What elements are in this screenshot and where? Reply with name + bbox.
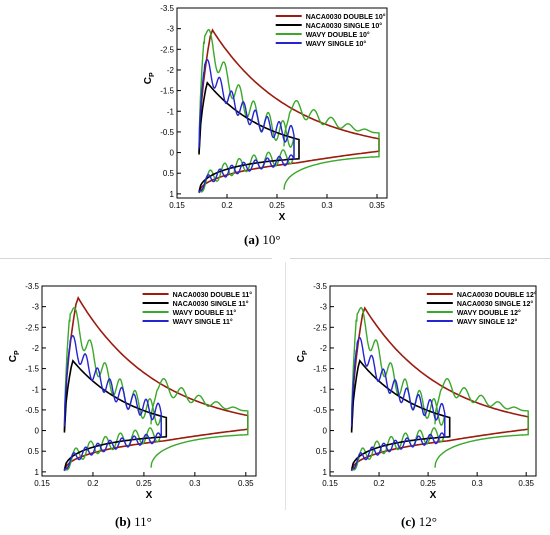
series-naca0030-double	[350, 306, 529, 472]
series-naca0030-single	[198, 81, 300, 192]
y-tick-label: 0.5	[316, 447, 328, 456]
y-tick-label: 1	[35, 468, 40, 477]
y-tick-label: -2.5	[160, 45, 174, 54]
y-tick-label: -1.5	[160, 87, 174, 96]
y-tick-label: -0.5	[25, 406, 39, 415]
y-tick-label: 0	[170, 149, 175, 158]
y-axis-label: CP	[296, 350, 309, 362]
x-tick-label: 0.25	[269, 201, 285, 210]
series-wavy-single	[63, 334, 162, 471]
x-axis-label: X	[146, 490, 153, 498]
legend-label: WAVY DOUBLE 10°	[306, 31, 370, 39]
y-tick-label: 0.5	[163, 169, 175, 178]
x-tick-label: 0.35	[369, 201, 385, 210]
series-naca0030-single	[350, 359, 451, 470]
x-tick-label: 0.15	[169, 201, 185, 210]
y-tick-label: -2	[32, 344, 40, 353]
series-wavy-double-flap	[434, 377, 529, 468]
series-naca0030-double	[198, 28, 380, 194]
plot-frame	[329, 285, 537, 477]
legend-label: WAVY SINGLE 10°	[306, 40, 367, 48]
series-wavy-single	[198, 58, 295, 193]
y-tick-label: -1.5	[313, 365, 327, 374]
legend-label: WAVY DOUBLE 11°	[173, 309, 237, 317]
y-tick-label: -0.5	[160, 128, 174, 137]
x-tick-label: 0.15	[34, 479, 50, 488]
divider-right	[290, 258, 550, 259]
y-tick-label: -1	[320, 385, 328, 394]
y-tick-label: 1	[323, 468, 328, 477]
y-tick-label: -2.5	[313, 323, 327, 332]
y-tick-label: -3.5	[313, 282, 327, 291]
x-tick-label: 0.2	[221, 201, 233, 210]
legend-label: NACA0030 SINGLE 12°	[457, 300, 534, 308]
series-wavy-double-flap	[283, 99, 380, 190]
caption-c: (c) 12°	[401, 514, 437, 529]
y-tick-label: -1	[167, 107, 175, 116]
y-axis-label: CP	[8, 350, 21, 362]
y-tick-label: -2	[320, 344, 328, 353]
x-tick-label: 0.35	[518, 479, 534, 488]
x-tick-label: 0.25	[420, 479, 436, 488]
series-wavy-single	[350, 336, 446, 471]
x-tick-label: 0.35	[238, 479, 254, 488]
x-tick-label: 0.2	[373, 479, 385, 488]
y-tick-label: -3	[320, 303, 328, 312]
x-tick-label: 0.15	[322, 479, 338, 488]
x-axis-label: X	[430, 490, 437, 498]
y-tick-label: 0	[35, 427, 40, 436]
x-tick-label: 0.3	[189, 479, 201, 488]
x-tick-label: 0.25	[136, 479, 152, 488]
x-axis-label: X	[279, 212, 286, 220]
x-tick-label: 0.3	[472, 479, 484, 488]
series-naca0030-single	[63, 359, 168, 470]
chart-a: -3.5 -3 -2.5 -2 -1.5 -1 -0.5 0 0.5 1 0.15 0.2 0.25 0.…	[143, 4, 388, 220]
legend-label: NACA0030 DOUBLE 11°	[173, 291, 253, 299]
y-tick-label: -3	[32, 303, 40, 312]
divider-left	[0, 258, 272, 259]
legend-label: WAVY SINGLE 11°	[173, 318, 233, 326]
chart-b: -3.5 -3 -2.5 -2 -1.5 -1 -0.5 0 0.5 1 0.15 0.2 0.25 0.…	[8, 282, 257, 498]
y-tick-label: 0	[323, 427, 328, 436]
y-tick-label: -1.5	[25, 365, 39, 374]
y-tick-label: 1	[170, 190, 175, 199]
x-tick-label: 0.3	[321, 201, 333, 210]
divider-middle	[285, 262, 286, 510]
y-tick-label: -2.5	[25, 323, 39, 332]
y-tick-label: -3	[167, 25, 175, 34]
y-tick-label: -1	[32, 385, 40, 394]
y-tick-label: -3.5	[25, 282, 39, 291]
y-tick-label: -2	[167, 66, 175, 75]
plot-frame	[41, 285, 257, 477]
plot-frame	[176, 7, 388, 199]
x-tick-label: 0.2	[87, 479, 99, 488]
legend-label: NACA0030 DOUBLE 10°	[306, 13, 386, 21]
chart-c: -3.5 -3 -2.5 -2 -1.5 -1 -0.5 0 0.5 1 0.15 0.2 0.25 0.…	[296, 282, 537, 498]
y-tick-label: -3.5	[160, 4, 174, 13]
y-axis-label: CP	[143, 72, 156, 84]
caption-a: (a) 10°	[244, 232, 281, 247]
legend-label: WAVY DOUBLE 12°	[457, 309, 521, 317]
series-wavy-double-flap	[150, 377, 249, 468]
caption-b: (b) 11°	[115, 514, 152, 529]
legend-label: NACA0030 SINGLE 11°	[173, 300, 249, 308]
legend-label: NACA0030 DOUBLE 12°	[457, 291, 537, 299]
legend-label: WAVY SINGLE 12°	[457, 318, 518, 326]
y-tick-label: -0.5	[313, 406, 327, 415]
legend-label: NACA0030 SINGLE 10°	[306, 22, 383, 30]
y-tick-label: 0.5	[28, 447, 40, 456]
